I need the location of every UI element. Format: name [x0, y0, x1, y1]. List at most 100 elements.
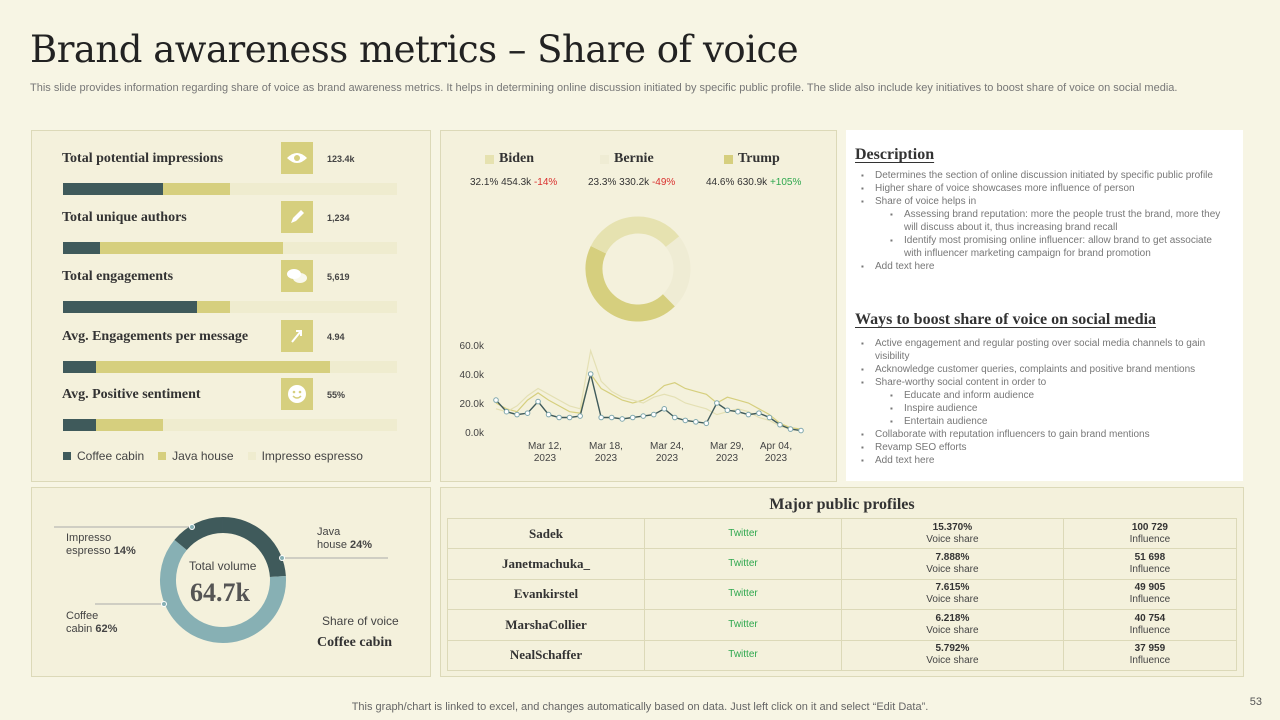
label-line: Impresso [66, 532, 112, 544]
profile-voice-share: 7.615% Voice share [841, 578, 1064, 611]
profile-platform[interactable]: Twitter [644, 578, 842, 611]
page-subtitle: This slide provides information regardin… [30, 82, 1178, 94]
line-point [777, 421, 783, 428]
bar-segment-java-house [163, 183, 230, 195]
label-coffee-cabin: Coffee cabin 62% [66, 610, 117, 636]
profile-platform[interactable]: Twitter [644, 609, 842, 641]
profile-name[interactable]: MarshaCollier [447, 609, 645, 641]
total-volume-label: Total volume [189, 559, 257, 573]
metric-bar [63, 183, 397, 195]
candidate-stats-trump: 44.6% 630.9k +105% [706, 177, 801, 188]
profile-name[interactable]: NealSchaffer [447, 639, 645, 671]
ways-heading: Ways to boost share of voice on social m… [855, 311, 1157, 328]
share-of-voice-label: Share of voice [322, 614, 399, 628]
public-profiles-panel: Major public profiles Sadek Twitter 15.3… [440, 487, 1244, 677]
bullet-item: Educate and inform audience [856, 389, 1231, 402]
bar-segment-coffee-cabin [63, 242, 100, 254]
metric-label: Avg. Positive sentiment [62, 387, 201, 402]
candidate-share: 32.1% [470, 177, 499, 188]
influence-label: Influence [1129, 624, 1171, 636]
metric-bar [63, 242, 397, 254]
metrics-panel: Total potential impressions 123.4k Total… [31, 130, 431, 482]
line-series-trump [495, 373, 802, 432]
line-point [682, 417, 689, 424]
voice-share-value: 5.792% [935, 643, 970, 655]
influence-label: Influence [1129, 564, 1171, 576]
line-series-bernie [495, 348, 802, 432]
profile-platform[interactable]: Twitter [644, 639, 842, 671]
line-point [608, 414, 615, 421]
line-point [629, 414, 636, 421]
profile-voice-share: 5.792% Voice share [841, 639, 1064, 671]
line-point [598, 414, 604, 421]
metric-label: Avg. Engagements per message [62, 329, 249, 344]
candidate-bernie: Bernie [600, 151, 654, 167]
metric-value: 5,619 [327, 272, 350, 282]
table-row: Evankirstel Twitter 7.615% Voice share 49… [447, 578, 1238, 611]
voice-share-label: Voice share [926, 655, 979, 667]
profile-name[interactable]: Janetmachuka_ [447, 548, 645, 580]
candidate-change: -49% [651, 177, 676, 188]
metrics-legend: Coffee cabin Java house Impresso espress… [63, 449, 363, 463]
profile-voice-share: 15.370% Voice share [841, 517, 1064, 550]
description-panel: Description Determines the section of on… [846, 130, 1243, 481]
description-list: Determines the section of online discuss… [856, 169, 1231, 273]
influence-label: Influence [1129, 594, 1171, 606]
description-heading: Description [855, 146, 935, 163]
line-point [745, 411, 752, 418]
candidate-stats-bernie: 23.3% 330.2k -49% [588, 177, 675, 188]
candidate-trump: Trump [724, 151, 780, 167]
profile-platform[interactable]: Twitter [644, 517, 842, 550]
bullet-item: Inspire audience [856, 402, 1231, 415]
cursor-arrow-icon [281, 320, 313, 352]
share-of-voice-chart-panel: Biden Bernie Trump 32.1% 454.3k -14% 23.… [440, 130, 837, 482]
total-volume-donut-chart [54, 517, 388, 643]
candidate-name: Biden [499, 151, 535, 166]
label-line: Java [317, 526, 341, 538]
profile-platform[interactable]: Twitter [644, 548, 842, 580]
profile-name[interactable]: Sadek [447, 517, 645, 550]
label-impresso-espresso: Impresso espresso 14% [66, 532, 136, 558]
label-line: Coffee [66, 610, 99, 622]
line-point [671, 414, 678, 421]
donut-slice-coffee-cabin [160, 539, 286, 643]
legend-label: Impresso espresso [261, 449, 363, 463]
bullet-item: Higher share of voice showcases more inf… [856, 182, 1231, 195]
bar-segment-coffee-cabin [63, 419, 97, 431]
bullet-item: Assessing brand reputation: more the peo… [856, 208, 1231, 234]
profile-name[interactable]: Evankirstel [447, 578, 645, 611]
donut-slice-java-house [222, 517, 286, 578]
table-row: NealSchaffer Twitter 5.792% Voice share 3… [447, 639, 1238, 671]
voice-share-value: 7.888% [935, 552, 970, 564]
metric-value: 123.4k [327, 154, 355, 164]
voice-share-label: Voice share [926, 564, 979, 576]
candidate-volume: 330.2k [619, 177, 650, 188]
line-point [577, 413, 583, 419]
candidate-donut-chart: 0.0k 20.0k 40.0k 60.0k Mar 12, 2023 Mar 18, 202… [460, 216, 804, 464]
line-point [798, 427, 804, 434]
candidate-stats-biden: 32.1% 454.3k -14% [470, 177, 557, 188]
footnote: This graph/chart is linked to excel, and… [351, 701, 929, 713]
candidate-share: 44.6% [706, 177, 735, 188]
bullet-item: Share-worthy social content in order to [856, 376, 1231, 389]
candidate-name: Bernie [614, 151, 654, 166]
line-point [714, 400, 720, 406]
profile-influence: 51 698 Influence [1062, 548, 1238, 580]
line-point [514, 411, 520, 418]
bullet-item: Active engagement and regular posting ov… [856, 337, 1231, 363]
influence-label: Influence [1129, 533, 1171, 545]
influence-label: Influence [1129, 655, 1171, 667]
chat-bubbles-icon [281, 260, 313, 292]
donut-slice-bernie [662, 236, 691, 307]
donut-slice-biden [590, 216, 680, 254]
voice-share-value: 7.615% [935, 582, 970, 594]
candidate-change: -14% [533, 177, 558, 188]
voice-share-label: Voice share [926, 594, 979, 606]
y-tick-label: 20.0k [460, 399, 485, 410]
x-tick-label: Mar 12, 2023 [528, 441, 562, 464]
line-point [756, 410, 762, 416]
profiles-title: Major public profiles [769, 496, 915, 513]
candidate-volume: 630.9k [737, 177, 768, 188]
line-point [650, 411, 657, 418]
bullet-item: Entertain audience [856, 415, 1231, 428]
